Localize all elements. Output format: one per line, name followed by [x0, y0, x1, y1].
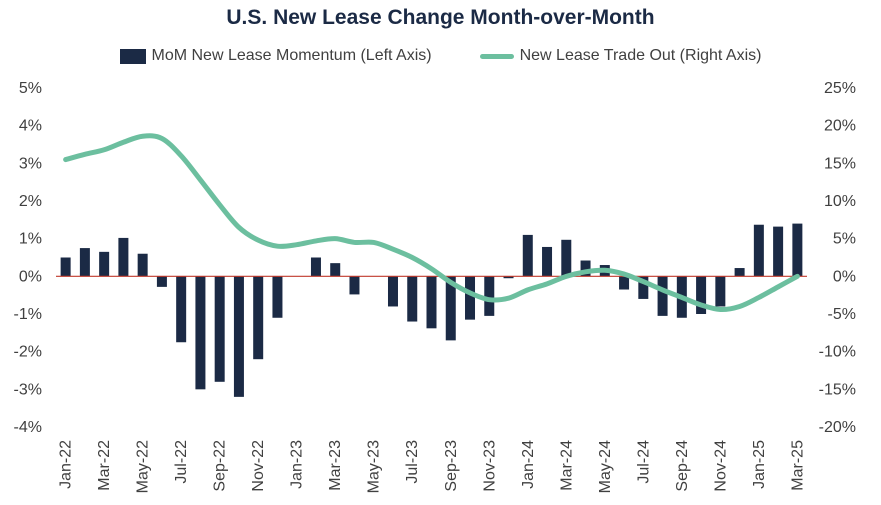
x-tick-Jan-25: Jan-25	[751, 440, 768, 489]
bar-Sep-23	[445, 276, 456, 341]
left-axis-tick-3: -1%	[14, 306, 42, 323]
left-axis-tick-6: 2%	[19, 193, 42, 210]
bar-Mar-24	[561, 239, 572, 277]
bar-Jan-25	[753, 224, 764, 277]
right-axis-tick-8: 20%	[824, 118, 856, 135]
x-tick-May-24: May-24	[597, 440, 614, 493]
bar-May-22	[137, 253, 148, 277]
chart-title: U.S. New Lease Change Month-over-Month	[226, 6, 655, 29]
right-axis-tick-1: -15%	[819, 381, 856, 398]
bar-Jun-22	[156, 276, 167, 287]
trade-out-line	[63, 133, 800, 313]
x-tick-Mar-23: Mar-23	[327, 440, 344, 491]
legend-swatch-line	[479, 53, 514, 59]
bar-Aug-22	[195, 276, 206, 390]
bar-Apr-23	[349, 276, 360, 295]
bar-Sep-22	[214, 276, 225, 382]
x-tick-Sep-22: Sep-22	[212, 440, 229, 492]
x-tick-Nov-24: Nov-24	[712, 440, 729, 492]
bar-Feb-22	[79, 248, 90, 277]
bar-Mar-25	[792, 223, 803, 277]
left-axis-tick-1: -3%	[14, 381, 42, 398]
bar-Oct-24	[696, 276, 707, 314]
x-tick-Mar-24: Mar-24	[558, 440, 575, 491]
x-tick-Nov-23: Nov-23	[481, 440, 498, 492]
bar-Aug-23	[426, 276, 437, 329]
bar-Oct-23	[465, 276, 476, 320]
bar-Dec-22	[272, 276, 283, 318]
bar-Nov-22	[253, 276, 264, 360]
left-axis-tick-8: 4%	[19, 118, 42, 135]
bar-Jan-22	[60, 257, 71, 277]
x-tick-May-23: May-23	[366, 440, 383, 493]
bar-Feb-23	[310, 257, 321, 277]
bar-Feb-24	[542, 246, 553, 277]
x-tick-Nov-22: Nov-22	[250, 440, 267, 492]
bar-Apr-24	[580, 260, 591, 277]
right-axis-tick-7: 15%	[824, 155, 856, 172]
right-axis-tick-0: -20%	[819, 419, 856, 436]
bar-Jun-23	[387, 276, 398, 307]
bar-Jul-24	[638, 276, 649, 299]
bar-Aug-24	[657, 276, 668, 316]
right-axis-tick-5: 5%	[833, 231, 856, 248]
left-axis-tick-5: 1%	[19, 231, 42, 248]
bar-Mar-22	[99, 251, 110, 277]
bar-Jul-23	[407, 276, 418, 322]
x-tick-Jan-23: Jan-23	[289, 440, 306, 489]
bar-Mar-23	[330, 263, 341, 277]
bar-Jun-24	[619, 276, 630, 290]
bar-Dec-24	[734, 268, 745, 277]
legend-label-line: New Lease Trade Out (Right Axis)	[519, 47, 762, 64]
left-axis-tick-7: 3%	[19, 155, 42, 172]
x-tick-Jul-22: Jul-22	[173, 440, 190, 484]
right-axis-tick-9: 25%	[824, 80, 856, 97]
x-tick-Mar-22: Mar-22	[96, 440, 113, 491]
right-axis-tick-6: 10%	[824, 193, 856, 210]
bar-Oct-22	[233, 276, 244, 397]
bar-Apr-22	[118, 237, 129, 277]
x-tick-Sep-24: Sep-24	[674, 440, 691, 492]
legend-item-bars: MoM New Lease Momentum (Left Axis)	[119, 47, 432, 65]
legend: MoM New Lease Momentum (Left Axis) New L…	[0, 47, 881, 65]
right-axis-tick-3: -5%	[828, 306, 856, 323]
legend-item-line: New Lease Trade Out (Right Axis)	[479, 47, 762, 65]
right-axis-tick-4: 0%	[833, 268, 856, 285]
x-tick-Jul-23: Jul-23	[404, 440, 421, 484]
bar-Dec-23	[503, 276, 514, 279]
left-axis-tick-4: 0%	[19, 268, 42, 285]
left-axis-tick-0: -4%	[14, 419, 42, 436]
bar-Feb-25	[773, 226, 784, 277]
bar-Nov-24	[715, 276, 726, 307]
bar-Jan-24	[522, 234, 533, 277]
x-tick-Mar-25: Mar-25	[789, 440, 806, 491]
x-tick-Jan-24: Jan-24	[520, 440, 537, 489]
x-tick-Jul-24: Jul-24	[635, 440, 652, 484]
left-axis-tick-2: -2%	[14, 344, 42, 361]
x-tick-Jan-22: Jan-22	[58, 440, 75, 489]
x-tick-Sep-23: Sep-23	[443, 440, 460, 492]
legend-label-bars: MoM New Lease Momentum (Left Axis)	[151, 47, 432, 64]
x-tick-May-22: May-22	[135, 440, 152, 493]
right-axis-tick-2: -10%	[819, 344, 856, 361]
left-axis-tick-9: 5%	[19, 80, 42, 97]
legend-swatch-bar	[119, 48, 146, 64]
bar-Jul-22	[176, 276, 187, 343]
bar-Nov-23	[484, 276, 495, 316]
